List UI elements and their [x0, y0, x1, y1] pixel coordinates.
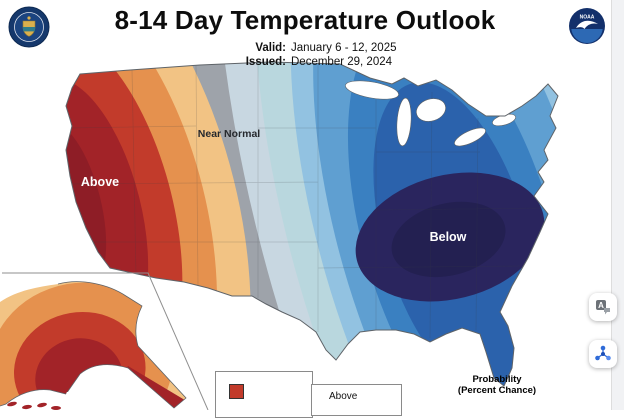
noaa-logo-text: NOAA [580, 15, 595, 21]
graph-nodes-icon [595, 345, 611, 361]
issued-value: December 29, 2024 [291, 56, 393, 68]
svg-text:A: A [598, 301, 604, 310]
lake-erie [454, 127, 486, 147]
label-above: Above [81, 175, 119, 189]
legend-above-swatch [229, 384, 244, 399]
translate-button[interactable]: A [589, 293, 617, 321]
alaska-probability-bands [0, 281, 186, 408]
lake-michigan [396, 97, 412, 147]
band-below-core-inner [391, 201, 506, 278]
probability-caption-line1: Probability [472, 374, 522, 385]
issued-label: Issued: [245, 56, 286, 68]
legend-box-above-label: Above [311, 384, 402, 416]
aleutian-islands [7, 401, 61, 410]
translate-icon: A [596, 300, 610, 315]
valid-label: Valid: [255, 42, 286, 54]
alaska-inset-border [2, 272, 209, 410]
page-title: 8-14 Day Temperature Outlook [114, 5, 496, 35]
alaska-outline [0, 281, 187, 409]
lake-huron [416, 98, 446, 122]
lake-superior [345, 80, 399, 100]
label-near-normal: Near Normal [198, 128, 261, 140]
probability-caption: Probability (Percent Chance) [432, 374, 562, 396]
conus-outline [65, 61, 559, 387]
department-of-commerce-seal [8, 6, 50, 48]
noaa-logo: NOAA [569, 8, 605, 44]
label-below: Below [430, 230, 467, 244]
probability-caption-line2: (Percent Chance) [457, 385, 537, 396]
legend-above-label: Above [329, 391, 358, 402]
validity-block: Valid: January 6 - 12, 2025 Issued: Dece… [228, 41, 397, 69]
great-lakes [345, 80, 516, 147]
valid-value: January 6 - 12, 2025 [291, 42, 397, 54]
state-boundaries [66, 63, 546, 339]
extension-graph-button[interactable] [589, 340, 617, 368]
legend-box-above-swatch [215, 371, 313, 418]
below-core-group [355, 172, 545, 302]
label-alaska-above: Above [64, 390, 96, 402]
